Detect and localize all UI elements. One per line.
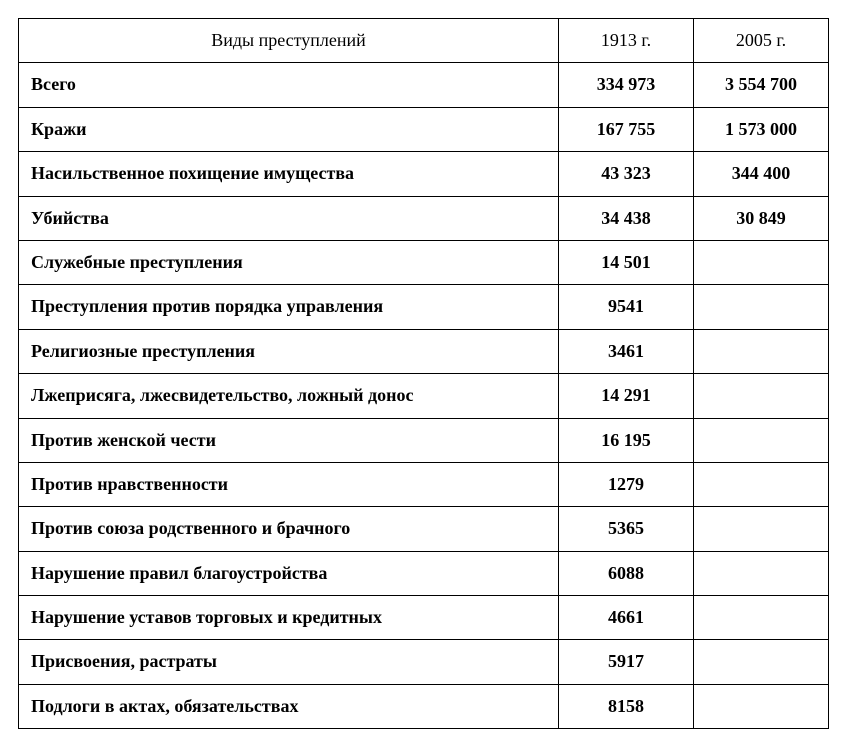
crime-label: Убийства (19, 196, 559, 240)
crime-label: Служебные преступления (19, 240, 559, 284)
crime-label: Нарушение правил благоустройства (19, 551, 559, 595)
value-1913: 167 755 (559, 107, 694, 151)
table-row: Насильственное похищение имущества 43 32… (19, 152, 829, 196)
value-1913: 5917 (559, 640, 694, 684)
value-1913: 4661 (559, 596, 694, 640)
value-2005 (694, 374, 829, 418)
table-row: Лжеприсяга, лжесвидетельство, ложный дон… (19, 374, 829, 418)
table-row: Против женской чести 16 195 (19, 418, 829, 462)
value-1913: 3461 (559, 329, 694, 373)
value-2005 (694, 507, 829, 551)
value-2005: 1 573 000 (694, 107, 829, 151)
value-1913: 16 195 (559, 418, 694, 462)
table-row: Против союза родственного и брачного 536… (19, 507, 829, 551)
table-row: Служебные преступления 14 501 (19, 240, 829, 284)
value-2005 (694, 285, 829, 329)
crimes-table: Виды преступлений 1913 г. 2005 г. Всего … (18, 18, 829, 729)
crime-label: Насильственное похищение имущества (19, 152, 559, 196)
table-row: Подлоги в актах, обязательствах 8158 (19, 684, 829, 728)
table-row: Против нравственности 1279 (19, 462, 829, 506)
value-1913: 14 501 (559, 240, 694, 284)
value-1913: 43 323 (559, 152, 694, 196)
table-row: Преступления против порядка управления 9… (19, 285, 829, 329)
value-2005: 344 400 (694, 152, 829, 196)
value-1913: 1279 (559, 462, 694, 506)
table-row: Убийства 34 438 30 849 (19, 196, 829, 240)
value-2005 (694, 418, 829, 462)
value-2005 (694, 551, 829, 595)
col-header-crime-type: Виды преступлений (19, 19, 559, 63)
value-1913: 5365 (559, 507, 694, 551)
crime-label: Против союза родственного и брачного (19, 507, 559, 551)
crime-label: Всего (19, 63, 559, 107)
crime-label: Лжеприсяга, лжесвидетельство, ложный дон… (19, 374, 559, 418)
table-header-row: Виды преступлений 1913 г. 2005 г. (19, 19, 829, 63)
value-2005: 30 849 (694, 196, 829, 240)
value-2005 (694, 462, 829, 506)
value-2005 (694, 596, 829, 640)
crime-label: Преступления против порядка управления (19, 285, 559, 329)
table-row: Кражи 167 755 1 573 000 (19, 107, 829, 151)
table-row: Нарушение уставов торговых и кредитных 4… (19, 596, 829, 640)
crime-label: Против женской чести (19, 418, 559, 462)
value-2005: 3 554 700 (694, 63, 829, 107)
crime-label: Нарушение уставов торговых и кредитных (19, 596, 559, 640)
table-row: Всего 334 973 3 554 700 (19, 63, 829, 107)
col-header-1913: 1913 г. (559, 19, 694, 63)
crime-label: Против нравственности (19, 462, 559, 506)
value-2005 (694, 240, 829, 284)
value-1913: 14 291 (559, 374, 694, 418)
crime-label: Религиозные преступления (19, 329, 559, 373)
crime-label: Кражи (19, 107, 559, 151)
crime-label: Подлоги в актах, обязательствах (19, 684, 559, 728)
value-1913: 34 438 (559, 196, 694, 240)
col-header-2005: 2005 г. (694, 19, 829, 63)
value-1913: 6088 (559, 551, 694, 595)
value-1913: 334 973 (559, 63, 694, 107)
table-row: Присвоения, растраты 5917 (19, 640, 829, 684)
value-2005 (694, 684, 829, 728)
crime-label: Присвоения, растраты (19, 640, 559, 684)
value-2005 (694, 329, 829, 373)
table-row: Религиозные преступления 3461 (19, 329, 829, 373)
table-row: Нарушение правил благоустройства 6088 (19, 551, 829, 595)
value-1913: 9541 (559, 285, 694, 329)
value-2005 (694, 640, 829, 684)
value-1913: 8158 (559, 684, 694, 728)
